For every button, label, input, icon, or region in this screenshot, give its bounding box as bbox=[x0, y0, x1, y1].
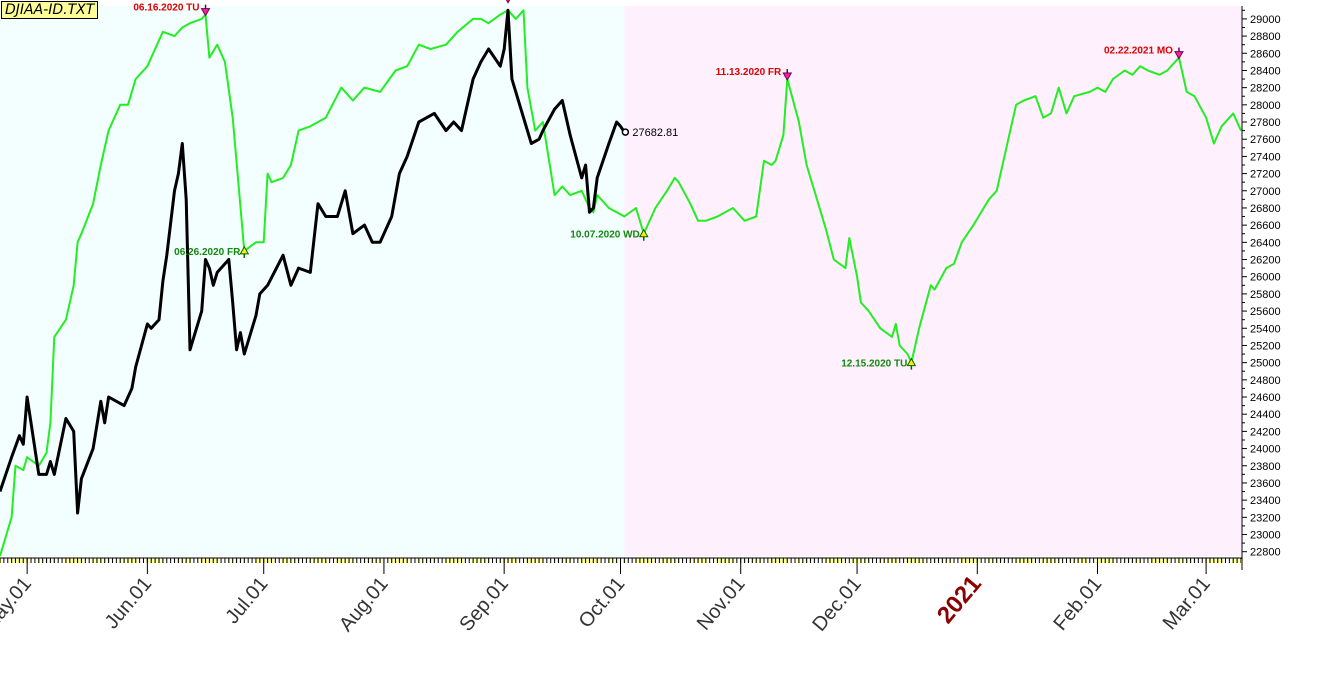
top-marker-label: 08.31.2020 MO bbox=[433, 0, 502, 1]
y-tick-label: 27200 bbox=[1250, 169, 1281, 181]
y-tick-label: 24800 bbox=[1250, 375, 1281, 387]
y-tick-label: 27800 bbox=[1250, 117, 1281, 129]
y-tick-label: 25000 bbox=[1250, 358, 1281, 370]
y-tick-label: 26400 bbox=[1250, 237, 1281, 249]
y-tick-label: 28000 bbox=[1250, 100, 1281, 112]
y-tick-label: 23600 bbox=[1250, 478, 1281, 490]
y-axis: 22800 23000 23200 23400 23600 23800 24000 24200… bbox=[1241, 6, 1281, 570]
x-month-label: Dec.01 bbox=[808, 573, 866, 636]
top-marker-arrow bbox=[200, 8, 211, 17]
y-tick-label: 27400 bbox=[1250, 151, 1281, 163]
x-month-label: Aug.01 bbox=[335, 573, 393, 636]
y-tick-label: 23000 bbox=[1250, 530, 1281, 542]
y-tick-label: 24200 bbox=[1250, 426, 1281, 438]
file-label: DJIAA-ID.TXT bbox=[1, 1, 99, 19]
x-month-label: Oct.01 bbox=[575, 573, 630, 632]
y-tick-label: 28600 bbox=[1250, 48, 1281, 60]
y-tick-label: 23800 bbox=[1250, 461, 1281, 473]
y-tick-label: 28800 bbox=[1250, 31, 1281, 43]
history-background bbox=[0, 6, 625, 556]
x-month-label: Sep.01 bbox=[455, 573, 513, 636]
y-tick-label: 27600 bbox=[1250, 134, 1281, 146]
top-marker-label: 06.16.2020 TU bbox=[133, 3, 199, 14]
x-month-label: Feb.01 bbox=[1049, 573, 1106, 635]
y-tick-label: 29000 bbox=[1250, 14, 1281, 26]
top-marker-label: 02.22.2021 MO bbox=[1104, 46, 1173, 57]
y-tick-label: 23200 bbox=[1250, 512, 1281, 524]
y-tick-label: 24000 bbox=[1250, 444, 1281, 456]
series-group: 27682.81 bbox=[0, 8, 1242, 557]
top-marker-label: 11.13.2020 FR bbox=[716, 67, 782, 78]
last-value-marker bbox=[621, 128, 630, 136]
last-value-label: 27682.81 bbox=[632, 127, 678, 139]
bottom-marker-label: 12.15.2020 TU bbox=[841, 359, 907, 370]
projection-line bbox=[0, 9, 1242, 557]
y-tick-label: 26600 bbox=[1250, 220, 1281, 232]
top-marker-arrow bbox=[1174, 51, 1184, 60]
x-month-label: Mar.01 bbox=[1159, 573, 1215, 634]
x-axis: May.01 Jun.01 Jul.01 Aug.01 Sep.01 Oct.01 Nov.… bbox=[0, 557, 1242, 636]
y-tick-label: 25600 bbox=[1250, 306, 1281, 318]
x-year-label: 2021 bbox=[932, 571, 987, 629]
y-tick-label: 23400 bbox=[1250, 495, 1281, 507]
x-month-label: Jul.01 bbox=[221, 573, 272, 628]
y-tick-label: 24600 bbox=[1250, 392, 1281, 404]
bottom-marker-label: 06.26.2020 FR bbox=[174, 247, 241, 258]
y-tick-label: 25400 bbox=[1250, 323, 1281, 335]
top-marker-arrow bbox=[505, 0, 511, 4]
x-month-label: Jun.01 bbox=[101, 573, 156, 633]
top-marker-arrow bbox=[782, 72, 793, 82]
forecast-background bbox=[624, 6, 1241, 556]
y-tick-label: 25200 bbox=[1250, 340, 1281, 352]
x-month-label: Nov.01 bbox=[693, 573, 750, 635]
y-tick-label: 26000 bbox=[1250, 272, 1281, 284]
y-tick-label: 22800 bbox=[1250, 547, 1281, 559]
y-tick-label: 24400 bbox=[1250, 409, 1281, 421]
y-tick-label: 28200 bbox=[1250, 83, 1281, 95]
y-tick-label: 26200 bbox=[1250, 255, 1281, 267]
y-tick-label: 25800 bbox=[1250, 289, 1281, 301]
bottom-marker-label: 10.07.2020 WD bbox=[570, 230, 640, 241]
y-tick-label: 26800 bbox=[1250, 203, 1281, 215]
y-tick-label: 27000 bbox=[1250, 186, 1281, 198]
y-tick-label: 28400 bbox=[1250, 65, 1281, 77]
annotations-group: 06.16.2020 TU 06.26.2020 FR 08.31.2020 MO 1… bbox=[133, 0, 1184, 370]
actual-price-line bbox=[0, 8, 626, 515]
x-month-label: May.01 bbox=[0, 573, 36, 636]
